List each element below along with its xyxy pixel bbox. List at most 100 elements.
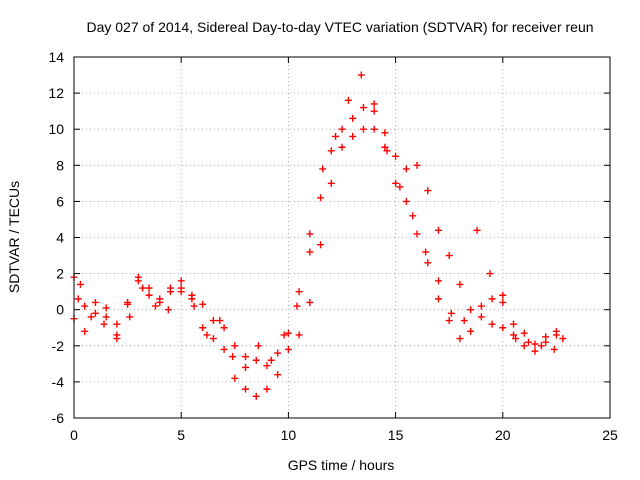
data-point [359,125,367,133]
data-point [145,284,153,292]
data-point [370,107,378,115]
data-point [409,212,417,220]
y-tick-label: -2 [52,338,65,354]
x-tick-label: 15 [388,427,404,443]
data-point [231,342,239,350]
data-point [124,298,132,306]
y-axis-label: SDTVAR / TECUs [6,181,22,293]
series-track-b [70,125,560,400]
data-point [422,248,430,256]
data-point [512,335,520,343]
data-point [274,349,282,357]
data-point [151,302,159,310]
data-point [177,277,185,285]
y-tick-label: 4 [56,230,64,246]
data-point [520,329,528,337]
x-tick-labels: 0 5 10 15 20 25 [70,427,618,443]
data-point [254,342,262,350]
y-tick-label: 12 [48,85,64,101]
chart-title: Day 027 of 2014, Sidereal Day-to-day VTE… [86,19,593,35]
data-point [537,342,545,350]
y-tick-label: -4 [52,374,65,390]
data-point [164,306,172,314]
x-tick-label: 5 [177,427,185,443]
y-tick-label: 8 [56,157,64,173]
data-point [499,298,507,306]
data-point [87,313,95,321]
data-points [70,71,567,400]
data-point [413,230,421,238]
data-point [456,280,464,288]
data-point [520,342,528,350]
data-point [134,273,142,281]
data-point [381,129,389,137]
data-point [456,335,464,343]
data-point [306,248,314,256]
data-point [231,374,239,382]
series-track-c [74,71,567,371]
data-point [190,302,198,310]
x-tick-label: 25 [602,427,618,443]
data-point [274,371,282,379]
data-point [209,317,217,325]
data-point [477,302,485,310]
data-point [445,317,453,325]
data-point [229,353,237,361]
data-point [402,165,410,173]
data-point [467,327,475,335]
data-point [102,313,110,321]
data-point [413,161,421,169]
data-point [531,347,539,355]
data-point [284,329,292,337]
data-point [306,230,314,238]
data-point [199,300,207,308]
data-point [295,331,303,339]
data-point [242,363,250,371]
data-point [81,302,89,310]
data-point [370,125,378,133]
x-tick-label: 0 [70,427,78,443]
data-point [359,104,367,112]
y-tick-label: 6 [56,193,64,209]
data-point [306,298,314,306]
data-point [473,226,481,234]
data-point [477,313,485,321]
y-tick-label: 2 [56,266,64,282]
x-tick-label: 10 [281,427,297,443]
data-point [402,197,410,205]
data-point [338,143,346,151]
data-point [263,362,271,370]
y-tick-label: 10 [48,121,64,137]
data-point [460,317,468,325]
data-point [91,298,99,306]
data-point [499,291,507,299]
data-point [381,143,389,151]
series-track-a [70,104,560,370]
data-point [488,295,496,303]
data-point [284,345,292,353]
data-point [209,335,217,343]
data-point [392,179,400,187]
data-point [280,331,288,339]
data-point [550,345,558,353]
data-point [338,125,346,133]
data-point [242,385,250,393]
data-point [188,295,196,303]
data-point [81,327,89,335]
data-point [203,331,211,339]
data-point [319,165,327,173]
data-point [467,306,475,314]
y-tick-label: 0 [56,302,64,318]
data-point [74,295,82,303]
y-tick-labels: -6 -4 -2 0 2 4 6 8 10 12 14 [48,49,64,426]
data-point [424,187,432,195]
x-axis-label: GPS time / hours [288,457,395,473]
data-point [424,259,432,267]
data-point [559,335,567,343]
y-tick-label: -6 [52,410,65,426]
data-point [434,226,442,234]
data-point [552,331,560,339]
data-point [531,340,539,348]
data-point [242,353,250,361]
